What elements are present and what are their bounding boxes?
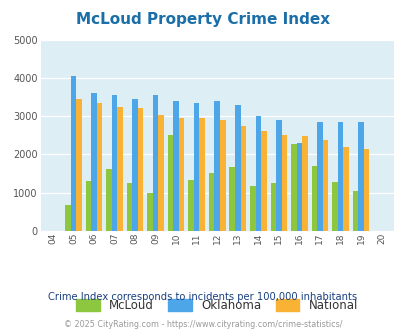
Bar: [357, 122, 363, 231]
Legend: McLoud, Oklahoma, National: McLoud, Oklahoma, National: [71, 294, 362, 317]
Bar: [132, 99, 138, 231]
Bar: [152, 95, 158, 231]
Bar: [255, 116, 260, 231]
Bar: [76, 99, 81, 231]
Bar: [290, 144, 296, 231]
Text: McLoud Property Crime Index: McLoud Property Crime Index: [76, 12, 329, 26]
Bar: [296, 143, 301, 231]
Bar: [275, 120, 281, 231]
Bar: [188, 180, 194, 231]
Bar: [194, 103, 199, 231]
Bar: [342, 147, 348, 231]
Bar: [158, 115, 164, 231]
Bar: [249, 186, 255, 231]
Bar: [96, 103, 102, 231]
Bar: [229, 167, 234, 231]
Bar: [126, 183, 132, 231]
Bar: [331, 182, 337, 231]
Bar: [199, 118, 205, 231]
Bar: [352, 191, 357, 231]
Bar: [234, 105, 240, 231]
Bar: [209, 173, 214, 231]
Bar: [214, 101, 220, 231]
Bar: [281, 135, 286, 231]
Bar: [138, 108, 143, 231]
Bar: [240, 126, 245, 231]
Bar: [91, 93, 96, 231]
Bar: [65, 205, 70, 231]
Bar: [337, 121, 342, 231]
Bar: [117, 107, 123, 231]
Bar: [173, 101, 179, 231]
Bar: [311, 166, 316, 231]
Bar: [260, 131, 266, 231]
Bar: [111, 95, 117, 231]
Bar: [179, 118, 184, 231]
Bar: [147, 193, 152, 231]
Bar: [220, 120, 225, 231]
Bar: [322, 140, 327, 231]
Bar: [70, 76, 76, 231]
Bar: [106, 169, 111, 231]
Text: Crime Index corresponds to incidents per 100,000 inhabitants: Crime Index corresponds to incidents per…: [48, 292, 357, 302]
Bar: [167, 135, 173, 231]
Bar: [85, 181, 91, 231]
Bar: [270, 183, 275, 231]
Bar: [316, 122, 322, 231]
Bar: [301, 136, 307, 231]
Bar: [363, 149, 369, 231]
Text: © 2025 CityRating.com - https://www.cityrating.com/crime-statistics/: © 2025 CityRating.com - https://www.city…: [64, 320, 341, 329]
